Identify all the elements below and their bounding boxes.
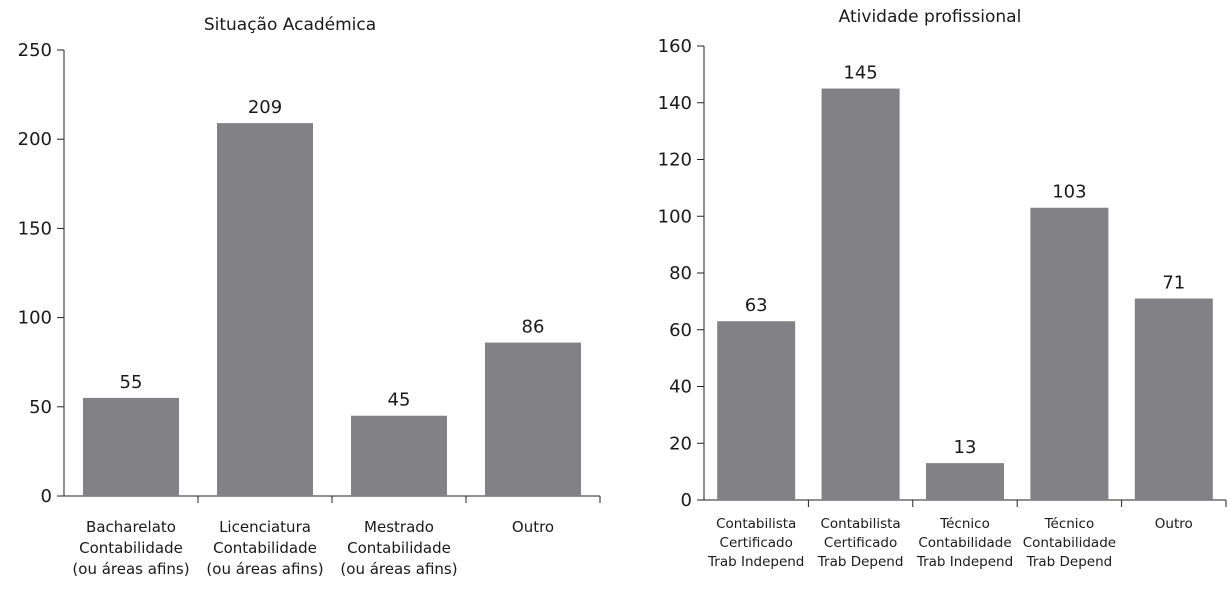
category-label: Outro xyxy=(512,518,554,536)
y-tick-label: 20 xyxy=(669,433,692,454)
bar xyxy=(485,342,581,496)
y-tick-label: 150 xyxy=(18,218,52,239)
data-label: 13 xyxy=(954,437,977,458)
data-label: 209 xyxy=(248,97,282,118)
y-tick-label: 100 xyxy=(18,308,52,329)
data-label: 71 xyxy=(1162,273,1185,294)
bar xyxy=(217,123,313,497)
bar xyxy=(717,321,796,500)
y-tick-label: 120 xyxy=(658,150,692,171)
category-label: Técnico Contabilidade Trab Independ xyxy=(916,516,1013,570)
y-tick-label: 250 xyxy=(18,40,52,61)
category-label: Licenciatura Contabilidade (ou áreas afins… xyxy=(206,518,323,578)
bar xyxy=(926,463,1004,500)
data-label: 145 xyxy=(843,63,877,84)
y-tick-label: 200 xyxy=(18,129,52,150)
category-label: Técnico Contabilidade Trab Depend xyxy=(1023,516,1116,570)
y-tick-label: 80 xyxy=(669,263,692,284)
bar xyxy=(1030,207,1109,501)
data-label: 45 xyxy=(388,390,411,411)
category-label: Contabilista Certificado Trab Independ xyxy=(707,516,804,570)
data-label: 86 xyxy=(522,317,545,338)
y-tick-label: 0 xyxy=(41,486,52,507)
y-tick-label: 100 xyxy=(658,206,692,227)
category-label: Contabilista Certificado Trab Depend xyxy=(817,516,904,570)
data-label: 55 xyxy=(120,372,143,393)
chart-title: Situação Académica xyxy=(204,15,376,35)
category-label: Outro xyxy=(1155,516,1193,532)
y-tick-label: 40 xyxy=(669,377,692,398)
bar xyxy=(351,415,447,496)
bar xyxy=(1134,298,1213,500)
data-label: 103 xyxy=(1052,182,1086,203)
category-label: Mestrado Contabilidade (ou áreas afins) xyxy=(340,518,457,578)
y-tick-label: 0 xyxy=(681,490,692,511)
bar xyxy=(821,88,900,500)
data-label: 63 xyxy=(745,295,768,316)
chart-2: Atividade profissional 0 20 40 60 80 100 120 140… xyxy=(658,7,1227,570)
bar xyxy=(83,397,179,496)
category-label: Bacharelato Contabilidade (ou áreas afins) xyxy=(72,518,189,578)
chart-1: Situação Académica 0 50 100 150 200 250 55 Bacha… xyxy=(18,15,601,578)
y-tick-label: 140 xyxy=(658,93,692,114)
y-tick-label: 60 xyxy=(669,320,692,341)
y-tick-label: 50 xyxy=(29,397,52,418)
chart-title: Atividade profissional xyxy=(839,7,1022,27)
y-tick-label: 160 xyxy=(658,36,692,57)
